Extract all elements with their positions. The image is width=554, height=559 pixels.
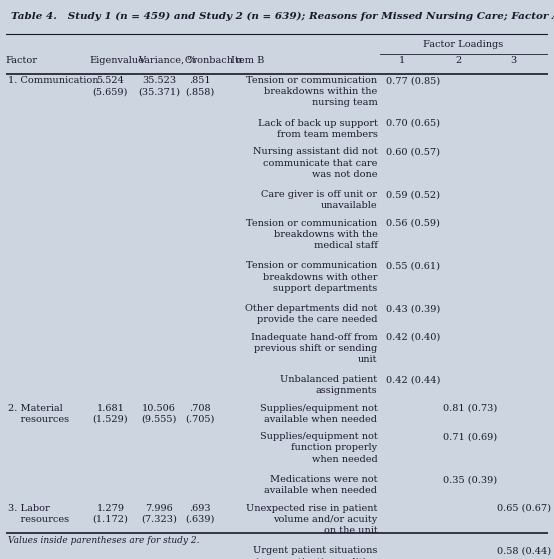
Text: 3. Labor
    resources: 3. Labor resources: [8, 504, 69, 524]
Text: Medications were not
available when needed: Medications were not available when need…: [264, 475, 377, 495]
Text: 5.524
(5.659): 5.524 (5.659): [93, 76, 128, 96]
Text: Tension or communication
breakdowns within the
nursing team: Tension or communication breakdowns with…: [247, 76, 377, 107]
Text: Variance, %: Variance, %: [138, 56, 197, 65]
Text: Eigenvalue: Eigenvalue: [90, 56, 145, 65]
Text: .851
(.858): .851 (.858): [185, 76, 214, 96]
Text: 2: 2: [456, 56, 462, 65]
Text: 2. Material
    resources: 2. Material resources: [8, 404, 69, 424]
Text: Inadequate hand-off from
previous shift or sending
unit: Inadequate hand-off from previous shift …: [251, 333, 377, 364]
Text: Tension or communication
breakdowns with other
support departments: Tension or communication breakdowns with…: [247, 262, 377, 292]
Text: 7.996
(7.323): 7.996 (7.323): [141, 504, 177, 524]
Text: 10.506
(9.555): 10.506 (9.555): [141, 404, 177, 424]
Text: 0.71 (0.69): 0.71 (0.69): [443, 432, 497, 442]
Text: 0.59 (0.52): 0.59 (0.52): [386, 190, 439, 199]
Text: Tension or communication
breakdowns with the
medical staff: Tension or communication breakdowns with…: [247, 219, 377, 250]
Text: 0.35 (0.39): 0.35 (0.39): [443, 475, 497, 484]
Text: Urgent patient situations
(eg, a patient's condition
worsening): Urgent patient situations (eg, a patient…: [253, 546, 377, 559]
Text: 0.65 (0.67): 0.65 (0.67): [497, 504, 551, 513]
Text: 0.77 (0.85): 0.77 (0.85): [386, 76, 440, 86]
Text: Other departments did not
provide the care needed: Other departments did not provide the ca…: [245, 304, 377, 324]
Text: 1. Communication: 1. Communication: [8, 76, 99, 86]
Text: Factor: Factor: [6, 56, 38, 65]
Text: 0.60 (0.57): 0.60 (0.57): [386, 148, 439, 157]
Text: Factor Loadings: Factor Loadings: [423, 40, 503, 49]
Text: Item B: Item B: [231, 56, 264, 65]
Text: Unbalanced patient
assignments: Unbalanced patient assignments: [280, 376, 377, 395]
Text: Supplies/equipment not
function properly
when needed: Supplies/equipment not function properly…: [260, 432, 377, 463]
Text: 0.58 (0.44): 0.58 (0.44): [497, 546, 551, 555]
Text: 0.56 (0.59): 0.56 (0.59): [386, 219, 439, 228]
Text: Lack of back up support
from team members: Lack of back up support from team member…: [258, 119, 377, 139]
Text: 0.43 (0.39): 0.43 (0.39): [386, 304, 440, 313]
Text: 1.279
(1.172): 1.279 (1.172): [93, 504, 129, 524]
Text: 0.55 (0.61): 0.55 (0.61): [386, 262, 439, 271]
Text: Care giver is off unit or
unavailable: Care giver is off unit or unavailable: [261, 190, 377, 210]
Text: .708
(.705): .708 (.705): [185, 404, 214, 424]
Text: 0.42 (0.40): 0.42 (0.40): [386, 333, 440, 342]
Text: Cronbach α: Cronbach α: [184, 56, 243, 65]
Text: 35.523
(35.371): 35.523 (35.371): [138, 76, 180, 96]
Text: 1: 1: [399, 56, 405, 65]
Text: Supplies/equipment not
available when needed: Supplies/equipment not available when ne…: [260, 404, 377, 424]
Text: 3: 3: [510, 56, 516, 65]
Text: 1.681
(1.529): 1.681 (1.529): [93, 404, 128, 424]
Text: 0.42 (0.44): 0.42 (0.44): [386, 376, 440, 385]
Text: Nursing assistant did not
communicate that care
was not done: Nursing assistant did not communicate th…: [253, 148, 377, 179]
Text: Values inside parentheses are for study 2.: Values inside parentheses are for study …: [8, 537, 200, 546]
Text: .693
(.639): .693 (.639): [185, 504, 214, 524]
Text: Unexpected rise in patient
volume and/or acuity
on the unit: Unexpected rise in patient volume and/or…: [246, 504, 377, 535]
Text: 0.70 (0.65): 0.70 (0.65): [386, 119, 439, 128]
Text: Table 4.   Study 1 (n = 459) and Study 2 (n = 639); Reasons for Missed Nursing C: Table 4. Study 1 (n = 459) and Study 2 (…: [11, 12, 554, 21]
Text: 0.81 (0.73): 0.81 (0.73): [443, 404, 497, 413]
